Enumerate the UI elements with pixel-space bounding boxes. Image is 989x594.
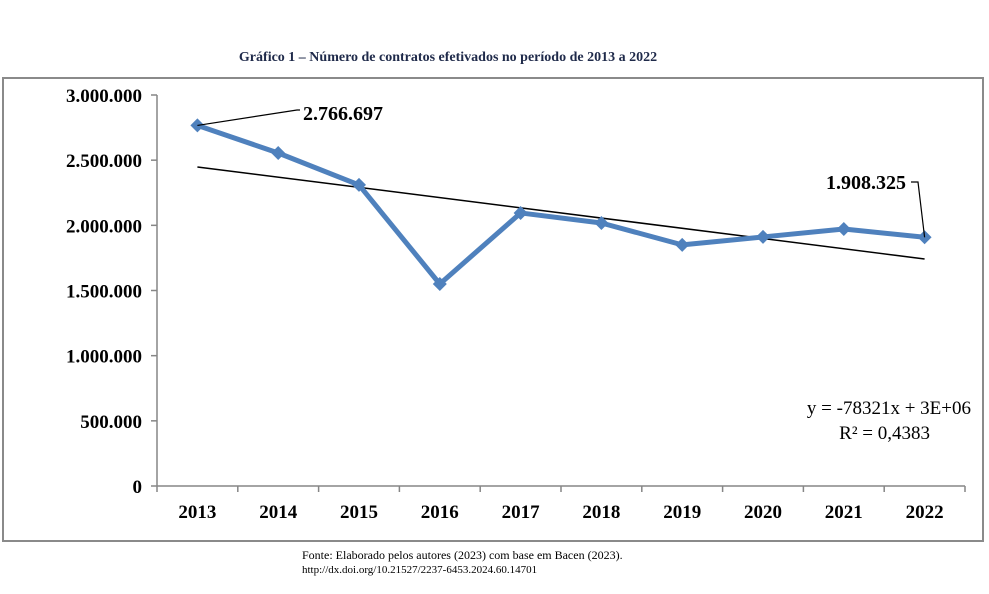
y-tick-label: 3.000.000 (66, 86, 142, 107)
doi-link[interactable]: http://dx.doi.org/10.21527/2237-6453.202… (302, 564, 538, 576)
data-point (594, 215, 609, 230)
y-tick-label: 1.000.000 (66, 347, 142, 368)
data-point (352, 177, 366, 192)
data-point (675, 237, 690, 252)
x-tick-label: 2021 (825, 502, 863, 523)
data-point (271, 145, 286, 160)
y-tick-label: 0 (133, 477, 143, 498)
source-note: Fonte: Elaborado pelos autores (2023) co… (302, 548, 623, 578)
annotation-label: 1.908.325 (826, 172, 906, 194)
annotation-leader (911, 181, 926, 238)
x-tick-label: 2018 (582, 502, 620, 523)
data-point (513, 205, 528, 220)
chart-title: Gráfico 1 – Número de contratos efetivad… (238, 50, 658, 65)
x-tick-label: 2017 (502, 502, 541, 523)
trendline-r2: R² = 0,4383 (839, 423, 930, 444)
data-point (756, 229, 770, 244)
data-point (836, 221, 851, 236)
y-tick-label: 1.500.000 (66, 282, 142, 303)
x-tick-label: 2014 (259, 502, 298, 523)
trendline-equation: y = -78321x + 3E+06 (807, 398, 971, 419)
x-tick-label: 2016 (421, 502, 459, 523)
x-tick-label: 2020 (744, 502, 782, 523)
x-tick-label: 2022 (906, 502, 944, 523)
x-tick-label: 2013 (178, 502, 216, 523)
x-tick-label: 2015 (340, 502, 378, 523)
series-line (196, 123, 925, 287)
x-tick-label: 2019 (663, 502, 701, 523)
y-tick-label: 500.000 (80, 412, 142, 433)
trendline (197, 166, 925, 260)
source-text: Fonte: Elaborado pelos autores (2023) co… (302, 548, 623, 562)
y-tick-label: 2.000.000 (66, 216, 142, 237)
annotation-label: 2.766.697 (303, 103, 383, 125)
y-tick-label: 2.500.000 (66, 151, 142, 172)
chart-frame (2, 77, 984, 542)
annotation-leader (197, 109, 300, 127)
data-point (432, 276, 447, 291)
